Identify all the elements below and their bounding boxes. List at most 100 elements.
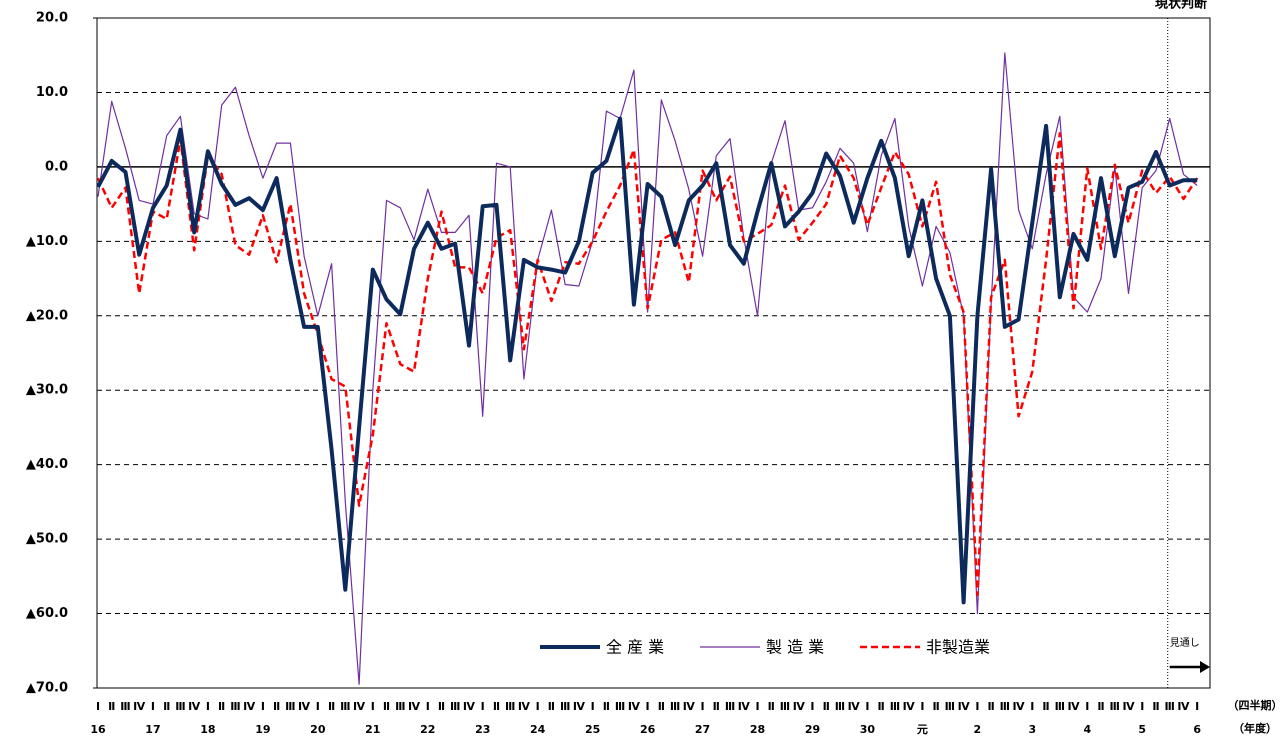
x-tick-label: Ⅲ	[835, 700, 845, 713]
x-tick-label: Ⅱ	[273, 700, 280, 713]
x-tick-label: Ⅱ	[658, 700, 665, 713]
x-tick-label: Ⅲ	[175, 700, 185, 713]
x-tick-label: Ⅲ	[945, 700, 955, 713]
x-tick-label: Ⅱ	[823, 700, 830, 713]
x-tick-label: Ⅱ	[493, 700, 500, 713]
x-tick-label: Ⅳ	[573, 700, 586, 713]
x-tick-label: Ⅱ	[548, 700, 555, 713]
y-tick-label: 10.0	[36, 85, 68, 100]
year-label: 22	[420, 723, 435, 736]
x-tick-label: Ⅰ	[810, 700, 814, 713]
year-label: 5	[1138, 723, 1146, 736]
x-tick-label: Ⅱ	[768, 700, 775, 713]
x-tick-label: Ⅰ	[536, 700, 540, 713]
year-label: 20	[310, 723, 326, 736]
x-tick-label: Ⅲ	[1055, 700, 1065, 713]
y-tick-label: ▲50.0	[26, 532, 68, 547]
forecast-arrowhead	[1200, 661, 1210, 673]
x-tick-label: Ⅰ	[96, 700, 100, 713]
year-label: 23	[475, 723, 490, 736]
x-tick-label: Ⅰ	[261, 700, 265, 713]
x-tick-label: Ⅰ	[151, 700, 155, 713]
y-tick-label: ▲20.0	[26, 308, 68, 323]
year-label: 25	[585, 723, 600, 736]
x-tick-label: Ⅳ	[188, 700, 201, 713]
y-tick-label: 0.0	[45, 159, 68, 174]
y-tick-label: ▲40.0	[26, 457, 68, 472]
x-tick-label: Ⅳ	[738, 700, 751, 713]
x-tick-label: Ⅲ	[725, 700, 735, 713]
x-tick-label: Ⅳ	[958, 700, 971, 713]
forecast-label: 見通し	[1170, 637, 1200, 649]
y-tick-label: ▲10.0	[26, 234, 68, 249]
x-tick-label: Ⅲ	[120, 700, 130, 713]
year-label: 28	[750, 723, 765, 736]
x-tick-label: Ⅰ	[1030, 700, 1034, 713]
x-tick-label: Ⅳ	[903, 700, 916, 713]
x-tick-label: Ⅲ	[285, 700, 295, 713]
y-tick-label: 20.0	[36, 11, 68, 26]
x-tick-label: Ⅰ	[701, 700, 705, 713]
year-label: 6	[1193, 723, 1201, 736]
year-label: 21	[365, 723, 380, 736]
year-label: 24	[530, 723, 546, 736]
x-tick-label: Ⅲ	[505, 700, 515, 713]
year-label: 3	[1028, 723, 1036, 736]
x-tick-label: Ⅰ	[371, 700, 375, 713]
x-axis-title: （年度）	[1233, 721, 1277, 735]
x-tick-label: Ⅳ	[133, 700, 146, 713]
x-tick-label: Ⅱ	[218, 700, 225, 713]
x-tick-label: Ⅰ	[481, 700, 485, 713]
legend-label: 非製造業	[926, 638, 990, 657]
year-label: 29	[805, 723, 820, 736]
year-label: 元	[917, 723, 928, 736]
x-tick-label: Ⅲ	[560, 700, 570, 713]
x-tick-label: Ⅰ	[591, 700, 595, 713]
x-tick-label: Ⅱ	[438, 700, 445, 713]
x-tick-label: Ⅲ	[1165, 700, 1175, 713]
x-tick-label: Ⅱ	[1152, 700, 1159, 713]
plot-frame	[96, 17, 1211, 689]
x-tick-label: Ⅱ	[987, 700, 994, 713]
x-tick-label: Ⅳ	[1177, 700, 1190, 713]
x-tick-label: Ⅲ	[780, 700, 790, 713]
year-label: 27	[695, 723, 710, 736]
x-tick-label: Ⅳ	[1013, 700, 1026, 713]
year-label: 16	[90, 723, 106, 736]
legend-label: 全 産 業	[606, 638, 664, 657]
year-label: 26	[640, 723, 656, 736]
x-tick-label: Ⅳ	[1122, 700, 1135, 713]
x-tick-label: Ⅲ	[450, 700, 460, 713]
x-tick-label: Ⅰ	[865, 700, 869, 713]
x-tick-label: Ⅰ	[1085, 700, 1089, 713]
series-line	[97, 52, 1198, 685]
x-tick-label: Ⅲ	[1110, 700, 1120, 713]
series-line	[96, 116, 1198, 605]
x-tick-label: Ⅱ	[878, 700, 885, 713]
x-tick-label: Ⅲ	[340, 700, 350, 713]
x-tick-label: Ⅰ	[426, 700, 430, 713]
x-tick-label: Ⅳ	[848, 700, 861, 713]
x-tick-label: Ⅳ	[408, 700, 421, 713]
x-tick-label: Ⅲ	[230, 700, 240, 713]
year-label: 30	[860, 723, 876, 736]
x-tick-label: Ⅳ	[463, 700, 476, 713]
x-tick-label: Ⅰ	[920, 700, 924, 713]
x-tick-label: Ⅲ	[1000, 700, 1010, 713]
x-tick-label: Ⅰ	[975, 700, 979, 713]
year-label: 18	[200, 723, 215, 736]
x-tick-label: Ⅳ	[353, 700, 366, 713]
x-tick-label: Ⅳ	[518, 700, 531, 713]
x-tick-label: Ⅱ	[383, 700, 390, 713]
x-tick-label: Ⅳ	[628, 700, 641, 713]
x-tick-label: Ⅰ	[1195, 700, 1199, 713]
x-tick-label: Ⅳ	[298, 700, 311, 713]
x-tick-label: Ⅱ	[1042, 700, 1049, 713]
x-tick-label: Ⅲ	[890, 700, 900, 713]
x-tick-label: Ⅲ	[395, 700, 405, 713]
x-tick-label: Ⅱ	[328, 700, 335, 713]
year-label: 2	[974, 723, 982, 736]
x-tick-label: Ⅳ	[1067, 700, 1080, 713]
